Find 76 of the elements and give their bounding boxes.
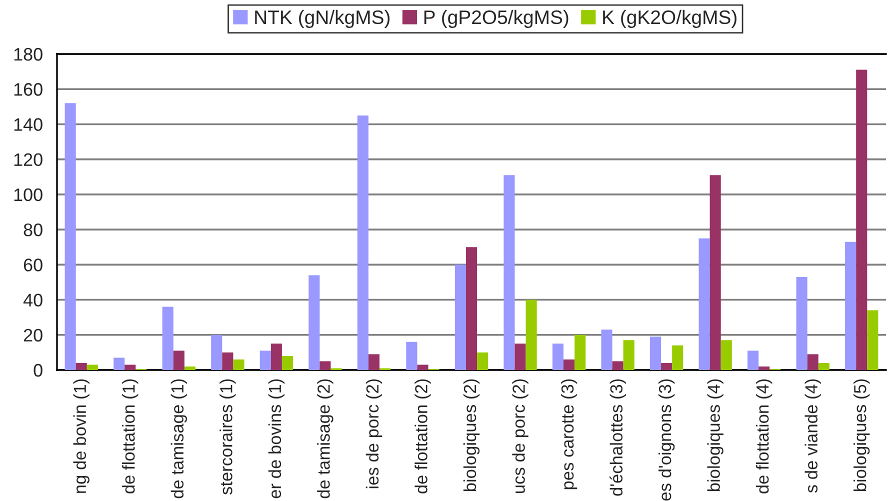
bar bbox=[222, 352, 234, 370]
x-tick-label: biologiques (2) bbox=[463, 379, 480, 492]
x-tick-label: de flottation (4) bbox=[756, 379, 772, 494]
bar bbox=[845, 242, 856, 370]
bar bbox=[748, 350, 759, 370]
bar bbox=[320, 361, 331, 370]
y-tick-label: 0 bbox=[34, 364, 42, 377]
bar bbox=[672, 345, 684, 370]
bar bbox=[623, 340, 634, 370]
bar bbox=[698, 238, 710, 370]
bar bbox=[466, 247, 478, 370]
y-tick-label: 100 bbox=[14, 188, 42, 202]
x-tick-label: de tamisage (1) bbox=[170, 379, 188, 498]
bar bbox=[260, 350, 271, 370]
x-tick-label: ies de porc (2) bbox=[366, 379, 382, 488]
bar bbox=[184, 366, 196, 370]
bar bbox=[661, 362, 672, 370]
bar bbox=[601, 330, 612, 370]
legend-label: K (gK2O/kgMS) bbox=[603, 10, 736, 28]
bar bbox=[552, 344, 564, 370]
bar bbox=[406, 342, 418, 370]
bar bbox=[856, 70, 868, 370]
x-tick-label: er de bovins (1) bbox=[268, 379, 285, 498]
bar bbox=[796, 276, 808, 370]
bar bbox=[454, 264, 466, 370]
bar bbox=[270, 344, 282, 370]
bar bbox=[526, 300, 537, 370]
x-tick-label: d'échalottes (3) bbox=[610, 379, 626, 496]
legend-label: P (gP2O5/kgMS) bbox=[424, 10, 568, 28]
x-tick-label: s de viande (4) bbox=[804, 379, 821, 493]
bar bbox=[86, 364, 98, 370]
bar bbox=[64, 103, 76, 370]
bar bbox=[173, 350, 184, 370]
bar bbox=[477, 352, 488, 370]
y-tick-label: 20 bbox=[24, 328, 42, 342]
bar bbox=[758, 366, 770, 370]
bar bbox=[308, 275, 320, 370]
bar bbox=[233, 359, 244, 370]
y-tick-label: 60 bbox=[24, 258, 42, 272]
bar bbox=[124, 364, 136, 370]
bar bbox=[357, 115, 368, 370]
legend-label: NTK (gN/kgMS) bbox=[255, 10, 390, 28]
bar bbox=[76, 362, 87, 370]
bar bbox=[282, 356, 294, 370]
x-tick-label: de tamisage (2) bbox=[317, 379, 334, 498]
y-tick-label: 180 bbox=[14, 48, 42, 61]
y-tick-label: 120 bbox=[14, 153, 42, 166]
x-tick-label: ucs de porc (2) bbox=[512, 379, 528, 493]
x-tick-label: biologiques (4) bbox=[707, 379, 724, 492]
bar bbox=[650, 336, 662, 370]
x-tick-label: biologiques (5) bbox=[854, 379, 870, 492]
bar bbox=[417, 364, 428, 370]
x-tick-label: stercoraires (1) bbox=[220, 379, 236, 495]
y-tick-label: 140 bbox=[14, 118, 42, 131]
x-tick-label: ng de bovin (1) bbox=[73, 379, 90, 493]
x-tick-label: de flottation (1) bbox=[122, 379, 138, 494]
y-tick-label: 40 bbox=[23, 294, 42, 306]
bar bbox=[504, 175, 515, 370]
bar bbox=[114, 358, 125, 370]
bar bbox=[514, 344, 526, 370]
bar bbox=[574, 334, 586, 370]
bar bbox=[710, 175, 721, 370]
y-tick-label: 160 bbox=[14, 83, 42, 96]
bar bbox=[612, 361, 624, 370]
bar bbox=[807, 354, 818, 370]
bar bbox=[564, 359, 575, 370]
x-tick-label: es d'oignons (3) bbox=[658, 379, 675, 501]
bar bbox=[818, 362, 830, 370]
x-tick-label: de flottation (2) bbox=[414, 379, 431, 494]
bar bbox=[162, 306, 174, 370]
bar bbox=[867, 310, 878, 370]
bar bbox=[720, 340, 732, 370]
bar bbox=[211, 334, 222, 370]
bar bbox=[368, 354, 380, 370]
x-tick-label: pes carotte (3) bbox=[560, 379, 578, 490]
y-tick-label: 80 bbox=[24, 223, 42, 236]
